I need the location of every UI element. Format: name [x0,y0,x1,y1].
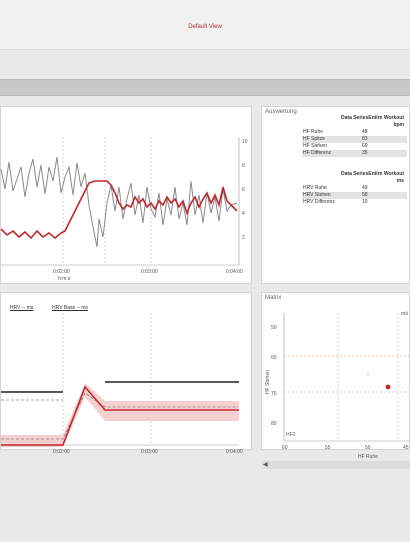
row-label: HRV Differenz [303,199,335,205]
matrix-panel: Matrix 50 60 70 80 60 55 50 45 HF Ruhe H… [261,292,410,460]
row-label: HRV Ruhe [303,185,327,191]
baseline-x-tick-label: 0:02:00 [53,449,70,455]
hr-chart: 0:02:00 0:03:00 0:04:00 h:m:s 10 8 6 4 2 [0,137,248,282]
matrix-top-label: mä [401,311,408,317]
evaluation-row: HRV Ruhe 49 [302,185,407,192]
baseline-x-tick-label: 0:04:00 [226,449,243,455]
baseline-chart-panel: 0:02:00 0:03:00 0:04:00 [0,292,252,455]
hr-x-unit-label: h:m:s [58,276,71,282]
hr-y-tick-label: 8 [242,163,245,169]
evaluation-title: Auswertung [265,109,297,115]
hr-series-line [0,180,238,240]
evaluation-hr-header: Data SeriesEntire Workout [341,115,404,121]
toolbar [0,79,410,96]
row-value: 69 [362,143,368,149]
matrix-horizontal-scrollbar[interactable]: ◀ [262,461,410,469]
matrix-y-tick-label: 80 [271,421,277,427]
matrix-y-tick-label: 70 [271,391,277,397]
evaluation-hr-unit: bpm [393,122,404,128]
evaluation-row: HRV Differenz 10 [302,199,407,206]
hr-y-tick-label: 10 [242,139,248,145]
baseline-dashed-trend [1,392,239,440]
matrix-x-tick-label: 45 [403,445,409,451]
hr-chart-panel: 0:02:00 0:03:00 0:04:00 h:m:s 10 8 6 4 2 [0,106,252,284]
matrix-point-marker [367,373,369,375]
matrix-y-tick-label: 50 [271,325,277,331]
evaluation-hrv-unit: ms [396,178,404,184]
evaluation-hrv-table: Data SeriesEntire Workout ms HRV Ruhe 49 … [302,171,407,206]
evaluation-hrv-header: Data SeriesEntire Workout [341,171,404,177]
hr-x-tick-label: 0:04:00 [226,269,243,275]
matrix-corner-label: HF1 [286,432,296,438]
row-value: 48 [362,129,368,135]
row-value: 10 [362,199,368,205]
evaluation-hr-table: Data SeriesEntire Workout bpm HF Ruhe 48 … [302,115,407,157]
hr-x-tick-label: 0:02:00 [53,269,70,275]
row-label: HF Stehen [303,143,327,149]
baseline-x-tick-label: 0:03:00 [141,449,158,455]
row-value: 83 [362,136,368,142]
legend-hrv-base: HRV Base -- ms [52,305,89,311]
baseline-chart: 0:02:00 0:03:00 0:04:00 [1,313,243,455]
row-label: HRV Stehen [303,192,331,198]
row-value: 49 [362,185,368,191]
scroll-left-icon[interactable]: ◀ [263,462,268,468]
hr-y-tick-label: 6 [242,187,245,193]
matrix-x-tick-label: 50 [365,445,371,451]
evaluation-row: HRV Stehen 58 [302,192,407,199]
window-titlebar: Default View [0,0,410,50]
row-label: HF Spitze [303,136,325,142]
matrix-x-tick-label: 60 [282,445,288,451]
hr-y-tick-label: 4 [242,211,245,217]
hrv-step-line [1,385,239,446]
row-label: HF Differenz [303,150,331,156]
confidence-band [1,383,239,447]
matrix-x-axis-label: HF Ruhe [358,454,378,460]
hr-y-tick-label: 2 [242,235,245,241]
matrix-y-axis-label: HF Stehen [265,370,271,394]
row-value: 58 [362,192,368,198]
matrix-y-tick-label: 60 [271,355,277,361]
legend-hrv: HRV -- ms [10,305,34,311]
evaluation-row: HF Ruhe 48 [302,129,407,136]
window-title: Default View [188,24,222,30]
hr-x-tick-label: 0:03:00 [141,269,158,275]
evaluation-panel: Auswertung Data SeriesEntire Workout bpm… [261,106,410,284]
row-value: 35 [362,150,368,156]
matrix-title: Matrix [265,295,282,301]
matrix-x-tick-label: 55 [325,445,331,451]
evaluation-row: HF Stehen 69 [302,143,407,150]
row-label: HF Ruhe [303,129,324,135]
matrix-plot: 50 60 70 80 60 55 50 45 HF Ruhe HF Stehe… [265,311,410,460]
evaluation-row: HF Differenz 35 [302,150,407,157]
evaluation-row: HF Spitze 83 [302,136,407,143]
matrix-point-current [385,384,391,390]
